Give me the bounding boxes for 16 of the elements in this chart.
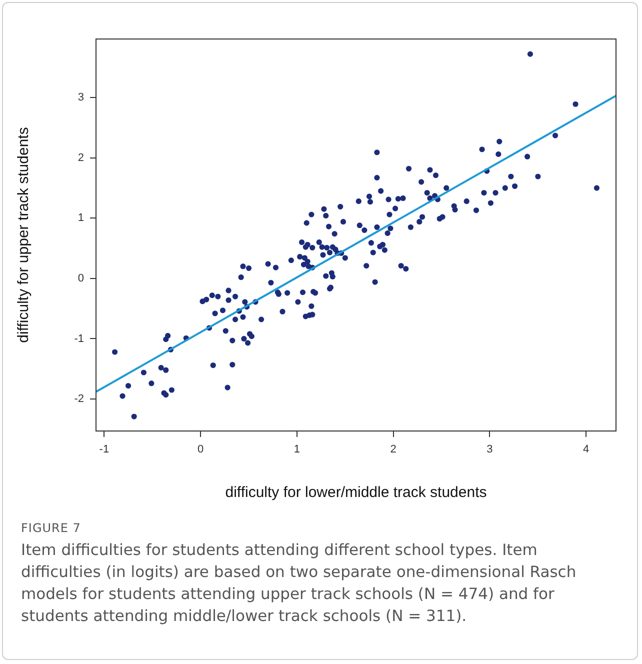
x-tick-label: 0 [198, 444, 204, 456]
x-tick-label: -1 [99, 444, 110, 456]
y-tick-label: 1 [78, 212, 84, 224]
x-axis-title: difficulty for lower/middle track students [225, 484, 487, 502]
x-tick-label: 4 [583, 444, 590, 456]
y-tick-label: -2 [74, 393, 84, 406]
caption: FIGURE 7 [21, 521, 82, 535]
y-tick-label: -1 [74, 332, 84, 345]
x-tick-label: 2 [390, 444, 396, 456]
x-tick-label: 3 [486, 444, 493, 456]
y-tick-label: 0 [78, 272, 84, 284]
x-tick-label: 1 [294, 444, 300, 456]
y-tick-label: 2 [78, 152, 84, 164]
y-axis-title: difficulty for upper track students [15, 127, 32, 343]
y-tick-label: 3 [78, 92, 84, 104]
text: Item difficulties for students attending different school types. Item difficulties (in logits) are based on two separate one-dimensional Rasch models for students attending upper track schools (N = 474) and for students attending middle/lower track schools (N = 311). [21, 540, 578, 627]
